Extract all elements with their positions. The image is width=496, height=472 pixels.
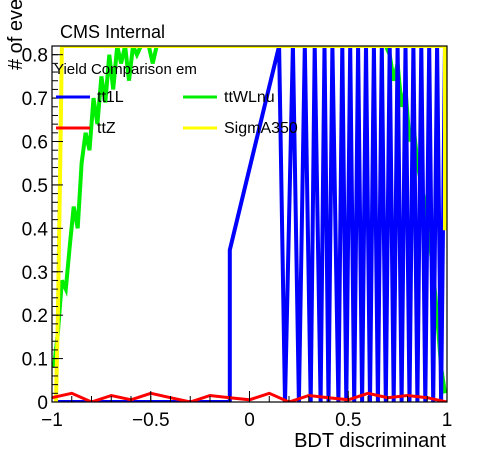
x-tick-label: 0 [244, 410, 255, 431]
legend-label-tt1L: tt1L [97, 89, 124, 106]
y-tick-label: 0.2 [22, 306, 48, 327]
tick-labels-layer: −1 −0.5 0 0.5 1 0 0.1 0.2 0.3 0.4 0.5 0.6 0.7 0.8 [22, 46, 453, 431]
y-tick-label: 0.8 [22, 46, 48, 67]
legend-label-ttWLnu: ttWLnu [224, 89, 275, 106]
series-line-tt1L [56, 46, 447, 402]
x-tick-label: 0.5 [335, 410, 361, 431]
legend-header: Yield Comparison em [54, 61, 197, 78]
y-tick-label: 0.4 [22, 219, 49, 240]
legend-label-SigmA350: SigmA350 [224, 120, 298, 137]
y-tick-label: 0.6 [22, 133, 48, 154]
chart-title: CMS Internal [60, 22, 165, 42]
x-tick-label: 1 [442, 410, 453, 431]
y-tick-label: 0.7 [22, 89, 48, 110]
legend: Yield Comparison em tt1L ttWLnu ttZ Sigm… [54, 61, 298, 137]
x-tick-label: −0.5 [132, 410, 170, 431]
y-axis-title: # of events [5, 0, 27, 70]
x-axis-title: BDT discriminant [294, 430, 446, 452]
y-tick-label: 0.3 [22, 263, 48, 284]
ticks-layer [51, 54, 448, 403]
y-tick-label: 0.5 [22, 176, 48, 197]
legend-label-ttZ: ttZ [97, 120, 116, 137]
x-tick-label: −1 [41, 410, 63, 431]
y-tick-label: 0 [37, 393, 48, 414]
series-line-ttWLnu [52, 46, 447, 394]
y-tick-label: 0.1 [22, 350, 48, 371]
